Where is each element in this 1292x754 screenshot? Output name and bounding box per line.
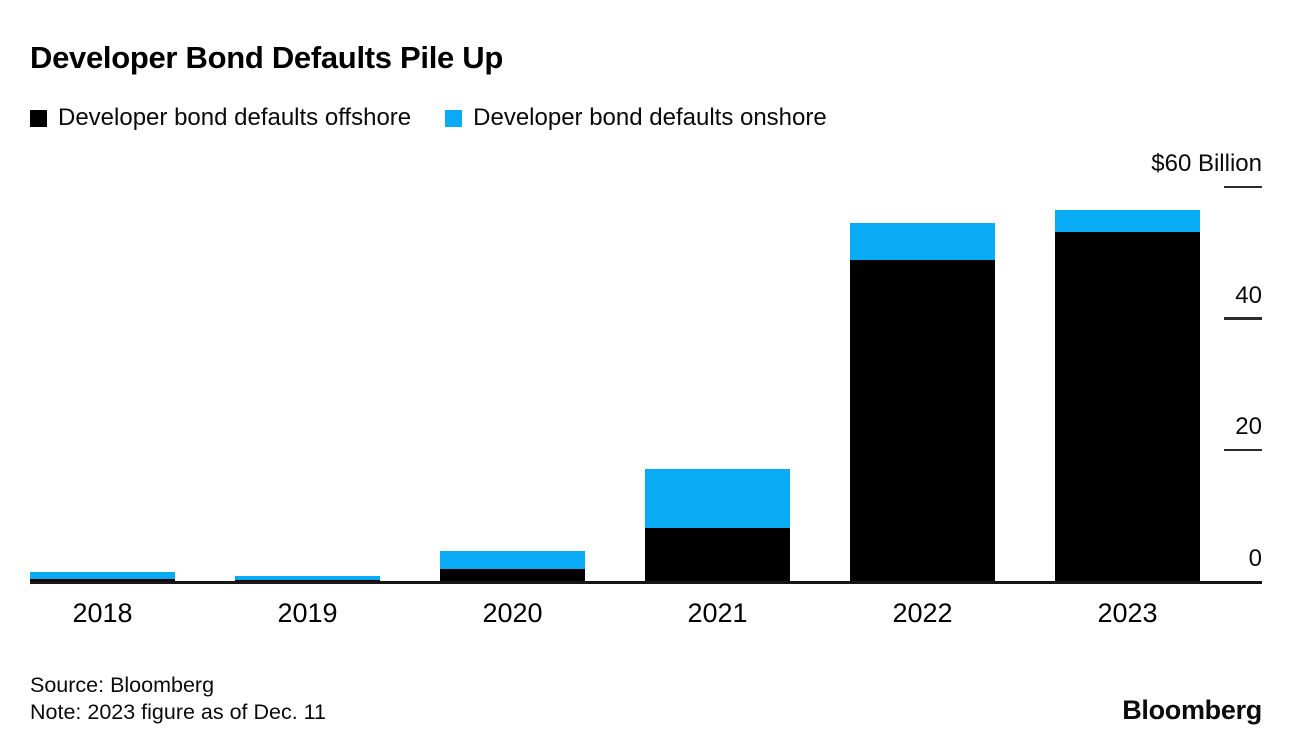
bar-segment-2022-offshore <box>850 260 995 581</box>
bar-segment-2021-offshore <box>645 528 790 581</box>
bar-segment-2020-offshore <box>440 568 585 581</box>
chart-footer: Source: Bloomberg Note: 2023 figure as o… <box>30 672 1262 726</box>
chart-area: $60 Billion 40 20 0 2018 2019 2020 2021 2022 2023 <box>30 144 1262 628</box>
bloomberg-logo: Bloomberg <box>1122 695 1262 725</box>
legend: Developer bond defaults offshore Develop… <box>30 104 1262 132</box>
legend-label-offshore: Developer bond defaults offshore <box>58 104 412 131</box>
legend-item-offshore: Developer bond defaults offshore <box>30 104 411 132</box>
bar-segment-2019-onshore <box>235 575 380 581</box>
y-tick-mark-20 <box>1224 448 1262 452</box>
legend-swatch-offshore <box>30 109 47 127</box>
bar-segment-2019-offshore <box>235 580 380 581</box>
y-tick-label-0: 0 <box>1248 545 1262 572</box>
y-tick-label-20: 20 <box>1235 413 1262 441</box>
source-note-block: Source: Bloomberg Note: 2023 figure as o… <box>30 672 326 726</box>
bar-segment-2023-onshore <box>1055 210 1200 233</box>
y-tick-mark-60 <box>1224 185 1262 188</box>
bar-segment-2020-onshore <box>440 551 585 569</box>
bar-segment-2018-offshore <box>30 579 175 581</box>
y-tick-label-60: $60 Billion <box>1151 150 1262 177</box>
bar-segment-2022-onshore <box>850 222 995 261</box>
y-tick-mark-40 <box>1224 317 1262 320</box>
x-axis-label-2023: 2023 <box>1097 598 1158 628</box>
y-tick-label-40: 40 <box>1235 281 1262 309</box>
x-axis-label-2022: 2022 <box>892 598 953 628</box>
bar-segment-2023-offshore <box>1055 232 1200 581</box>
x-axis-label-2020: 2020 <box>482 598 543 628</box>
source-text: Source: Bloomberg <box>30 673 215 697</box>
bar-segment-2018-onshore <box>30 571 175 580</box>
legend-item-onshore: Developer bond defaults onshore <box>445 104 827 132</box>
plot-area: $60 Billion 40 20 0 2018 2019 2020 2021 2022 2023 <box>30 150 1262 628</box>
x-axis-label-2021: 2021 <box>687 598 748 628</box>
note-text: Note: 2023 figure as of Dec. 11 <box>30 700 327 724</box>
chart-title: Developer Bond Defaults Pile Up <box>30 40 504 75</box>
bar-segment-2021-onshore <box>645 469 790 529</box>
legend-label-onshore: Developer bond defaults onshore <box>473 104 827 131</box>
x-axis-label-2018: 2018 <box>72 598 133 628</box>
x-axis-label-2019: 2019 <box>277 598 338 628</box>
legend-swatch-onshore <box>445 109 463 127</box>
